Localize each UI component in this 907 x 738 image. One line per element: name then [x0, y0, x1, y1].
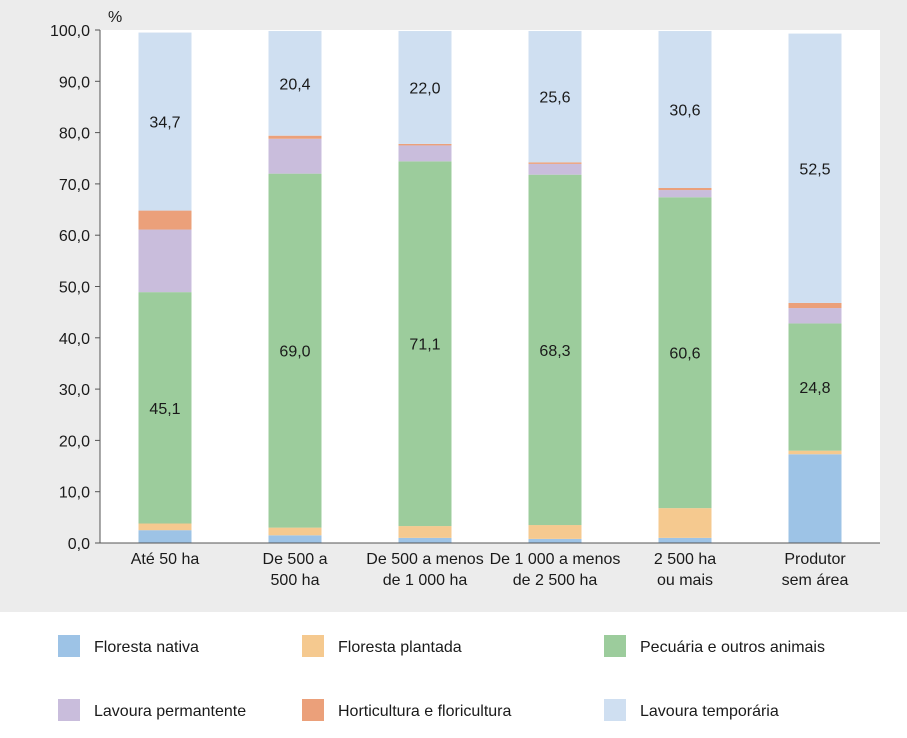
legend-label: Lavoura permantente [94, 703, 246, 720]
bar-segment [138, 292, 192, 524]
bar-segment [788, 33, 842, 303]
bar-segment [788, 450, 842, 455]
data-label: 69,0 [279, 344, 310, 361]
bar-segment [398, 31, 452, 144]
bar-segment [788, 454, 842, 543]
bar-segment [268, 173, 322, 528]
bar-segment [398, 526, 452, 538]
legend-swatch [302, 699, 324, 721]
x-tick-label: 2 500 ha ou mais [654, 551, 716, 589]
bar-segment [268, 138, 322, 174]
legend-label: Horticultura e floricultura [338, 703, 512, 720]
bar-segment [658, 197, 712, 509]
y-tick-label: 20,0 [59, 433, 90, 450]
bar-segment [138, 210, 192, 230]
bar-segment [398, 143, 452, 146]
bar-segment [528, 162, 582, 164]
data-label: 60,6 [669, 346, 700, 363]
y-tick-label: 90,0 [59, 74, 90, 91]
legend-swatch [58, 635, 80, 657]
data-label: 68,3 [539, 343, 570, 360]
bar-segment [268, 535, 322, 543]
data-label: 45,1 [149, 401, 180, 418]
y-tick-label: 0,0 [68, 536, 90, 553]
legend-label: Pecuária e outros animais [640, 639, 825, 656]
bar-segment [788, 323, 842, 451]
y-tick-label: 100,0 [50, 23, 90, 40]
data-label: 22,0 [409, 80, 440, 97]
x-tick-label: De 500 a 500 ha [263, 551, 328, 589]
y-tick-label: 50,0 [59, 280, 90, 297]
data-label: 25,6 [539, 90, 570, 107]
x-tick-label: Até 50 ha [131, 551, 200, 568]
y-tick-label: 60,0 [59, 228, 90, 245]
legend-swatch [604, 635, 626, 657]
bar-segment [268, 31, 322, 136]
y-axis: 0,0 10,0 20,0 30,0 40,0 50,0 60,0 70,0 80,0 90,0 1… [50, 9, 122, 553]
bar-segment [658, 508, 712, 538]
x-tick-label: Produtor sem área [782, 551, 849, 589]
bar-segment [658, 190, 712, 198]
data-label: 34,7 [149, 115, 180, 132]
bar-segment [658, 188, 712, 191]
bar-segment [138, 229, 192, 293]
bar-segment [528, 163, 582, 175]
legend-swatch [604, 699, 626, 721]
x-axis: Até 50 ha De 500 a 500 ha De 500 a menos de … [100, 542, 880, 589]
legend-label: Floresta plantada [338, 639, 462, 656]
bar-segment [788, 302, 842, 309]
data-label: 20,4 [279, 76, 310, 93]
bar-segment [658, 537, 712, 543]
y-tick-label: 70,0 [59, 177, 90, 194]
legend-label: Lavoura temporária [640, 703, 779, 720]
bar-segment [788, 308, 842, 324]
data-labels-layer: 45,1 69,0 71,1 68,3 60,6 24,8 34,7 20,4 22,0 25,6… [149, 76, 830, 417]
data-label: 30,6 [669, 103, 700, 120]
legend-swatch [302, 635, 324, 657]
bar-segment [138, 523, 192, 531]
bar-segment [138, 32, 192, 211]
legend-swatch [58, 699, 80, 721]
legend: Floresta nativa Floresta plantada Pecuária… [58, 635, 825, 721]
bar-segment [398, 145, 452, 162]
y-tick-label: 80,0 [59, 126, 90, 143]
data-label: 52,5 [799, 161, 830, 178]
data-label: 24,8 [799, 380, 830, 397]
bars-layer [138, 31, 842, 543]
bar-segment [658, 31, 712, 189]
bar-segment [398, 537, 452, 543]
bar-segment [268, 527, 322, 536]
y-axis-unit-label: % [108, 9, 122, 26]
plot-area [100, 30, 880, 543]
x-tick-label: De 500 a menos de 1 000 ha [366, 551, 483, 589]
bar-segment [268, 135, 322, 139]
bar-segment [138, 530, 192, 543]
y-tick-label: 40,0 [59, 331, 90, 348]
bar-segment [528, 538, 582, 543]
y-tick-label: 30,0 [59, 382, 90, 399]
x-tick-label: De 1 000 a menos de 2 500 ha [490, 551, 621, 589]
bar-segment [528, 174, 582, 526]
bar-segment [528, 525, 582, 539]
legend-label: Floresta nativa [94, 639, 199, 656]
bar-segment [398, 161, 452, 527]
bar-segment [528, 31, 582, 163]
y-tick-label: 10,0 [59, 485, 90, 502]
data-label: 71,1 [409, 337, 440, 354]
